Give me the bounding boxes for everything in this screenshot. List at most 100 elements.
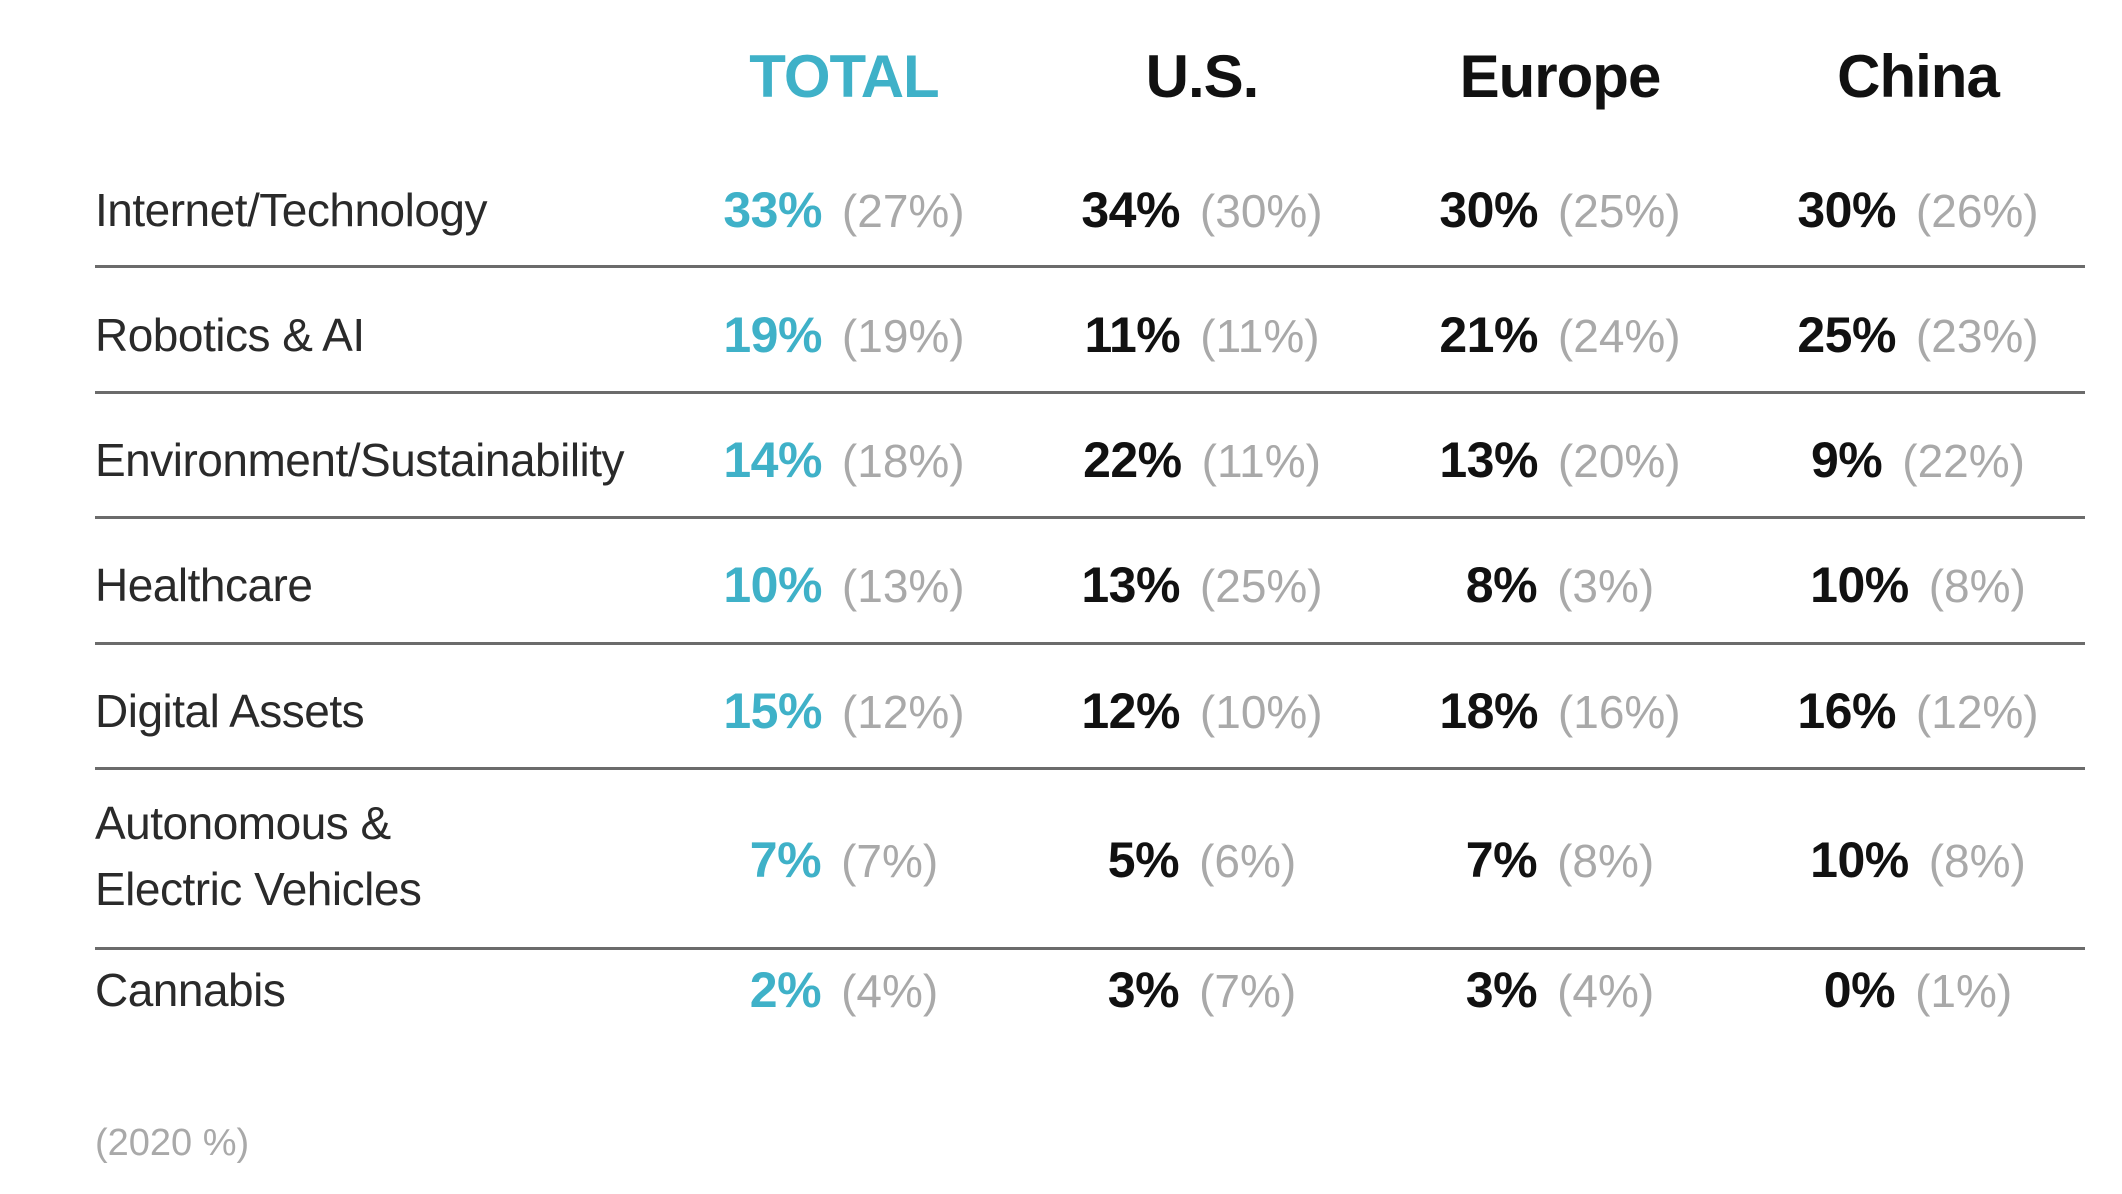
- value-cell-europe: 30% (25%): [1390, 177, 1730, 244]
- value-cell-total: 2% (4%): [674, 957, 1014, 1024]
- row-divider: [95, 642, 2085, 645]
- value-cell-europe: 18% (16%): [1390, 678, 1730, 745]
- value-cell-u-s: 5% (6%): [1032, 827, 1372, 894]
- previous-value: (18%): [841, 435, 965, 487]
- previous-value: (27%): [841, 185, 965, 237]
- value-cell-u-s: 34% (30%): [1032, 177, 1372, 244]
- column-header-u-s: U.S.: [1145, 43, 1260, 110]
- value-cell-china: 10% (8%): [1748, 552, 2088, 619]
- previous-value: (25%): [1199, 560, 1323, 612]
- current-value: 22%: [1083, 432, 1182, 488]
- row-label-line: Electric Vehicles: [95, 863, 422, 915]
- previous-value: (22%): [1902, 435, 2025, 487]
- value-cell-china: 9% (22%): [1748, 427, 2088, 494]
- current-value: 21%: [1439, 307, 1538, 363]
- current-value: 30%: [1797, 182, 1896, 238]
- previous-value: (23%): [1915, 310, 2039, 362]
- current-value: 9%: [1811, 432, 1883, 488]
- current-value: 5%: [1107, 832, 1180, 888]
- previous-value: (7%): [1199, 965, 1297, 1017]
- previous-value: (8%): [1928, 560, 2026, 612]
- table-row: Cannabis 2% (4%) 3% (7%) 3% (4%) 0% (1%): [0, 945, 2122, 1035]
- row-label: Cannabis: [95, 964, 286, 1016]
- row-label: Autonomous & Electric Vehicles: [95, 790, 422, 922]
- current-value: 7%: [1465, 832, 1538, 888]
- current-value: 16%: [1797, 683, 1896, 739]
- value-cell-total: 33% (27%): [674, 177, 1014, 244]
- column-header-total: TOTAL: [749, 43, 939, 110]
- value-cell-europe: 3% (4%): [1390, 957, 1730, 1024]
- value-cell-total: 10% (13%): [674, 552, 1014, 619]
- table-row: Autonomous & Electric Vehicles 7% (7%) 5% (6%…: [0, 790, 2122, 930]
- row-divider: [95, 391, 2085, 394]
- table-row: Healthcare 10% (13%) 13% (25%) 8% (3%) 10% (8%): [0, 540, 2122, 630]
- row-label: Digital Assets: [95, 685, 365, 737]
- value-cell-europe: 7% (8%): [1390, 827, 1730, 894]
- previous-value: (4%): [841, 965, 939, 1017]
- current-value: 14%: [723, 432, 822, 488]
- value-cell-total: 14% (18%): [674, 427, 1014, 494]
- current-value: 13%: [1081, 557, 1180, 613]
- current-value: 25%: [1797, 307, 1896, 363]
- row-label: Healthcare: [95, 559, 313, 611]
- current-value: 10%: [1810, 557, 1909, 613]
- row-divider: [95, 516, 2085, 519]
- current-value: 34%: [1081, 182, 1180, 238]
- previous-value: (7%): [841, 835, 939, 887]
- value-cell-china: 16% (12%): [1748, 678, 2088, 745]
- value-cell-total: 19% (19%): [674, 302, 1014, 369]
- previous-value: (8%): [1928, 835, 2026, 887]
- footnote: (2020 %): [95, 1122, 250, 1164]
- current-value: 8%: [1465, 557, 1538, 613]
- value-cell-u-s: 11% (11%): [1032, 302, 1372, 369]
- row-divider: [95, 265, 2085, 268]
- current-value: 18%: [1439, 683, 1538, 739]
- previous-value: (25%): [1557, 185, 1681, 237]
- previous-value: (20%): [1557, 435, 1681, 487]
- row-divider: [95, 947, 2085, 950]
- current-value: 19%: [723, 307, 822, 363]
- value-cell-europe: 13% (20%): [1390, 427, 1730, 494]
- current-value: 12%: [1081, 683, 1180, 739]
- previous-value: (3%): [1557, 560, 1655, 612]
- table-row: Robotics & AI 19% (19%) 11% (11%) 21% (24%) 25%…: [0, 290, 2122, 380]
- current-value: 15%: [723, 683, 822, 739]
- value-cell-total: 7% (7%): [674, 827, 1014, 894]
- value-cell-china: 0% (1%): [1748, 957, 2088, 1024]
- current-value: 33%: [723, 182, 822, 238]
- current-value: 10%: [1810, 832, 1909, 888]
- current-value: 2%: [749, 962, 822, 1018]
- row-label: Robotics & AI: [95, 309, 365, 361]
- current-value: 11%: [1084, 307, 1181, 363]
- table-row: Internet/Technology 33% (27%) 34% (30%) 30% (2…: [0, 165, 2122, 255]
- row-label: Environment/Sustainability: [95, 434, 625, 486]
- value-cell-u-s: 3% (7%): [1032, 957, 1372, 1024]
- column-header-china: China: [1837, 43, 2000, 110]
- previous-value: (16%): [1557, 686, 1681, 738]
- row-label: Internet/Technology: [95, 184, 488, 236]
- previous-value: (13%): [841, 560, 965, 612]
- value-cell-u-s: 12% (10%): [1032, 678, 1372, 745]
- previous-value: (4%): [1557, 965, 1655, 1017]
- previous-value: (11%): [1200, 310, 1320, 362]
- current-value: 3%: [1107, 962, 1180, 1018]
- previous-value: (12%): [841, 686, 965, 738]
- row-divider: [95, 767, 2085, 770]
- value-cell-u-s: 22% (11%): [1032, 427, 1372, 494]
- previous-value: (26%): [1915, 185, 2039, 237]
- previous-value: (24%): [1557, 310, 1681, 362]
- previous-value: (30%): [1199, 185, 1323, 237]
- current-value: 3%: [1465, 962, 1538, 1018]
- table-row: Environment/Sustainability 14% (18%) 22% (11…: [0, 415, 2122, 505]
- value-cell-europe: 21% (24%): [1390, 302, 1730, 369]
- current-value: 30%: [1439, 182, 1538, 238]
- row-label-line: Autonomous &: [95, 797, 391, 849]
- previous-value: (8%): [1557, 835, 1655, 887]
- column-header-europe: Europe: [1459, 43, 1662, 110]
- value-cell-u-s: 13% (25%): [1032, 552, 1372, 619]
- value-cell-china: 30% (26%): [1748, 177, 2088, 244]
- current-value: 10%: [723, 557, 822, 613]
- current-value: 13%: [1439, 432, 1538, 488]
- value-cell-china: 10% (8%): [1748, 827, 2088, 894]
